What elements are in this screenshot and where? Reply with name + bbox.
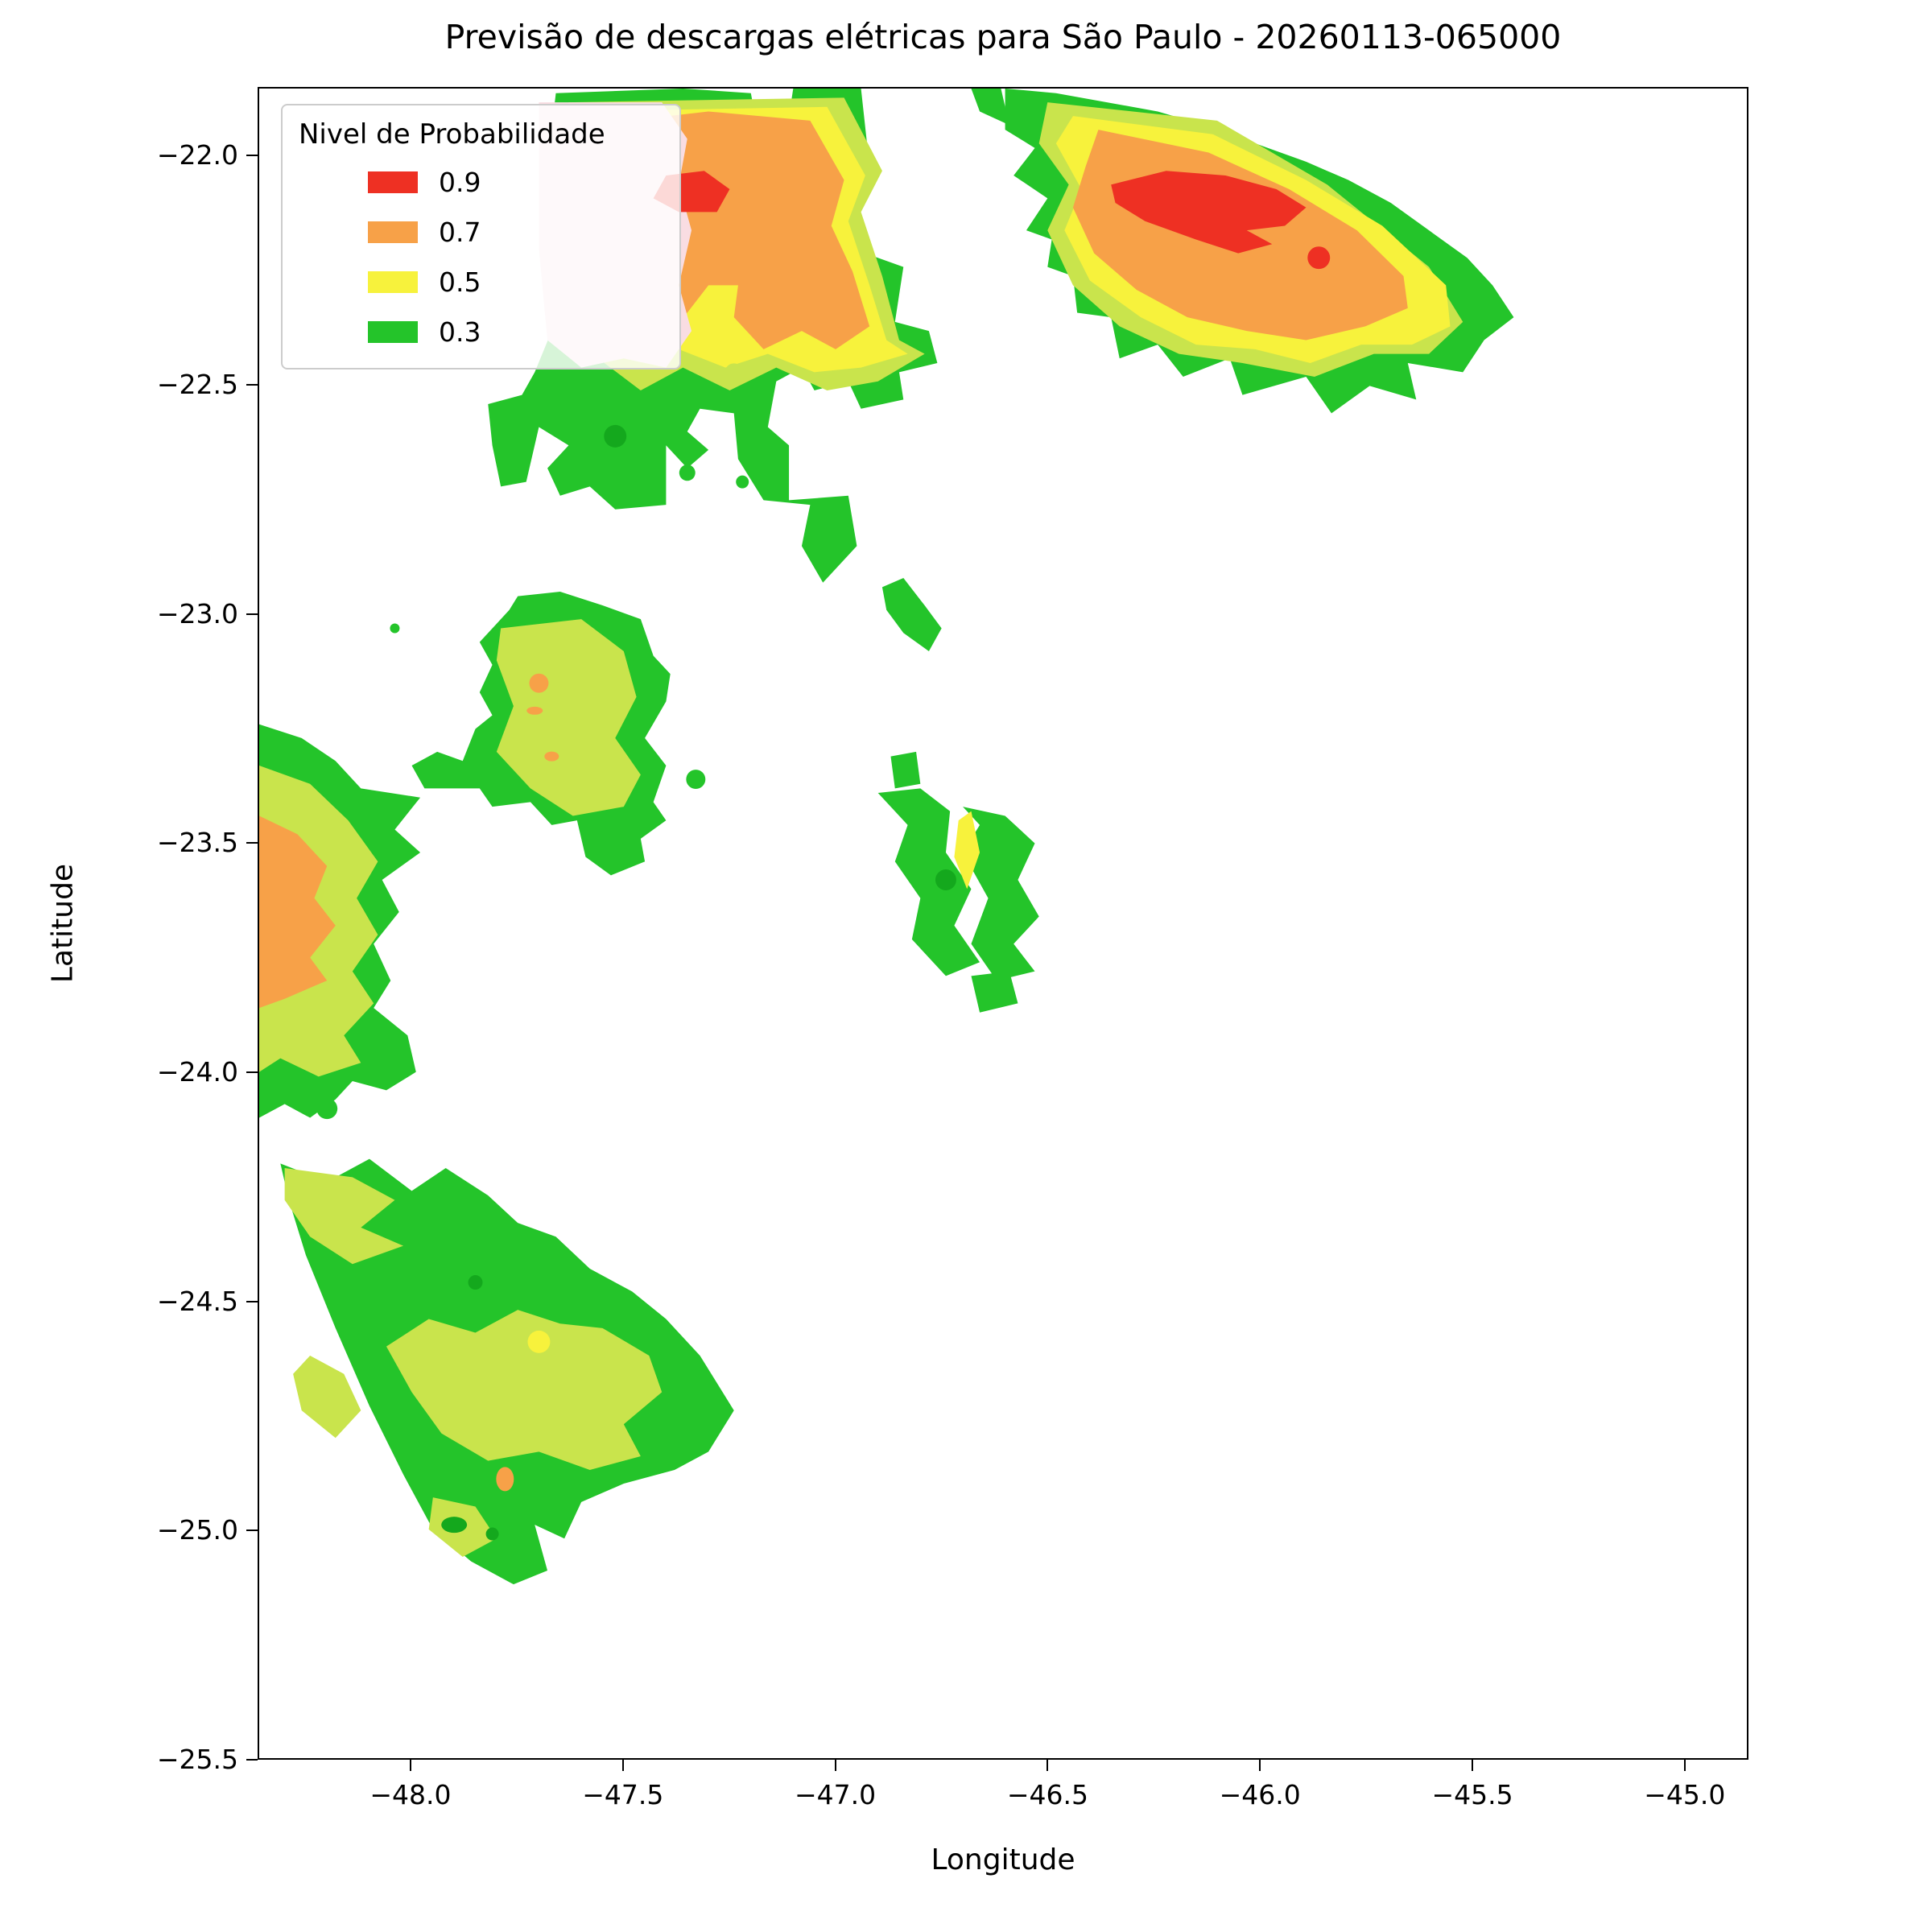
- x-tick-mark: [621, 1760, 624, 1771]
- contour-region-ne-green-speck: [971, 89, 1009, 126]
- y-axis-label: Latitude: [46, 863, 80, 984]
- x-tick-mark: [409, 1760, 411, 1771]
- contour-region-mid-band-right: [963, 807, 1039, 981]
- x-tick-mark: [834, 1760, 836, 1771]
- x-tick-mark: [1046, 1760, 1049, 1771]
- dot-nw-darkgreen-dot: [604, 424, 627, 448]
- dot-mid-darkgreen-dot: [935, 869, 956, 890]
- dot-sw-darkgreen-speck-3: [485, 1527, 499, 1541]
- legend-title: Nivel de Probabilidade: [299, 118, 605, 151]
- legend-swatch-0.7: [368, 221, 418, 243]
- dot-sw-orange-mark: [496, 1467, 514, 1492]
- y-tick-label: −22.5: [156, 369, 238, 401]
- dot-west-green-dot: [316, 1098, 338, 1120]
- legend-entry-label: 0.7: [439, 216, 481, 248]
- x-tick-label: −45.0: [1644, 1779, 1726, 1810]
- contour-region-west-orange: [259, 815, 336, 1009]
- y-tick-mark: [246, 1759, 258, 1761]
- contour-region-ne-red: [1111, 171, 1307, 254]
- y-tick-label: −23.0: [156, 597, 238, 630]
- x-tick-label: −46.5: [1006, 1779, 1088, 1810]
- contour-region-mid-band-left: [877, 788, 980, 976]
- legend-entry: 0.5: [297, 257, 665, 307]
- legend-entries: 0.9 0.7 0.5 0.3: [297, 157, 665, 357]
- y-tick-mark: [246, 155, 258, 157]
- y-tick-label: −25.0: [156, 1514, 238, 1546]
- y-tick-mark: [246, 384, 258, 386]
- dot-nw-yellowgreen-dot: [724, 363, 743, 382]
- legend-entry: 0.3: [297, 307, 665, 357]
- x-tick-label: −46.0: [1219, 1779, 1301, 1810]
- legend-entry: 0.9: [297, 157, 665, 207]
- x-axis-label: Longitude: [931, 1843, 1075, 1876]
- dot-sw-darkgreen-speck-1: [468, 1275, 483, 1290]
- dot-nw-green-dot-1: [679, 464, 696, 481]
- x-tick-label: −48.0: [369, 1779, 452, 1810]
- contour-region-mid-band-yellow-sliver: [954, 811, 980, 890]
- x-tick-label: −47.0: [795, 1779, 877, 1810]
- legend-entry-label: 0.9: [439, 166, 481, 198]
- y-tick-label: −24.5: [156, 1285, 238, 1317]
- contour-region-mid-green-2: [890, 751, 921, 789]
- x-tick-label: −47.5: [582, 1779, 664, 1810]
- contour-region-sw-yellowgreen-2: [386, 1310, 663, 1470]
- x-tick-mark: [1683, 1760, 1686, 1771]
- legend-swatch-0.5: [368, 270, 418, 293]
- chart-title: Previsão de descargas elétricas para São…: [444, 18, 1562, 56]
- y-tick-label: −23.5: [156, 827, 238, 859]
- y-tick-mark: [246, 1530, 258, 1532]
- contour-region-center-yellowgreen: [496, 619, 641, 816]
- dot-center-orange-dash-1: [526, 706, 543, 715]
- legend-entry: 0.7: [297, 207, 665, 257]
- y-tick-mark: [246, 1071, 258, 1074]
- legend-swatch-0.9: [368, 171, 418, 193]
- x-tick-label: −45.5: [1431, 1779, 1513, 1810]
- y-tick-mark: [246, 613, 258, 615]
- y-tick-mark: [246, 842, 258, 844]
- dot-sw-yellow-dot: [527, 1330, 551, 1353]
- contour-region-sw-yellowgreen-1: [284, 1168, 404, 1265]
- y-tick-label: −24.0: [156, 1056, 238, 1088]
- dot-center-orange-dot: [529, 673, 549, 693]
- dot-sw-darkgreen-speck-2: [441, 1517, 468, 1534]
- contour-region-sw-yellowgreen-3: [293, 1355, 361, 1439]
- legend-swatch-0.3: [368, 320, 418, 343]
- contour-region-mid-green-3: [971, 971, 1018, 1013]
- dot-center-orange-dash-2: [544, 751, 559, 762]
- y-tick-label: −25.5: [156, 1744, 238, 1775]
- contour-region-mid-green-1: [881, 578, 942, 651]
- dot-center-green-dot: [686, 770, 706, 790]
- dot-ne-red-dot: [1307, 246, 1331, 270]
- legend-entry-label: 0.3: [439, 316, 481, 348]
- x-tick-mark: [1259, 1760, 1261, 1771]
- legend: Nivel de Probabilidade 0.9 0.7 0.5 0.3: [281, 104, 681, 369]
- y-tick-mark: [246, 1300, 258, 1302]
- dot-nw-green-dot-2: [736, 475, 749, 489]
- dot-stray-green-speck: [390, 623, 400, 634]
- x-tick-mark: [1472, 1760, 1474, 1771]
- legend-entry-label: 0.5: [439, 266, 481, 298]
- y-tick-label: −22.0: [156, 139, 238, 171]
